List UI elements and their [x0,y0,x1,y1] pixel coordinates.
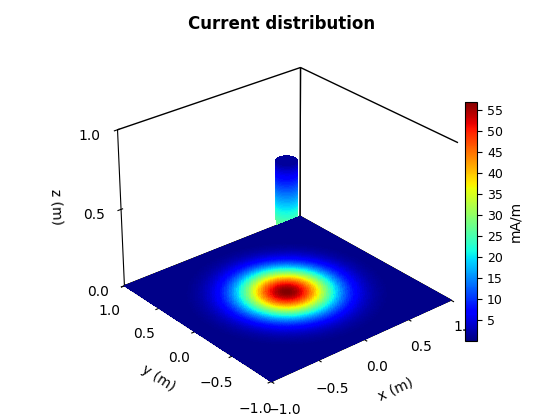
Title: Current distribution: Current distribution [188,15,375,33]
Y-axis label: mA/m: mA/m [508,201,522,242]
X-axis label: x (m): x (m) [376,375,415,403]
Y-axis label: y (m): y (m) [139,362,178,394]
